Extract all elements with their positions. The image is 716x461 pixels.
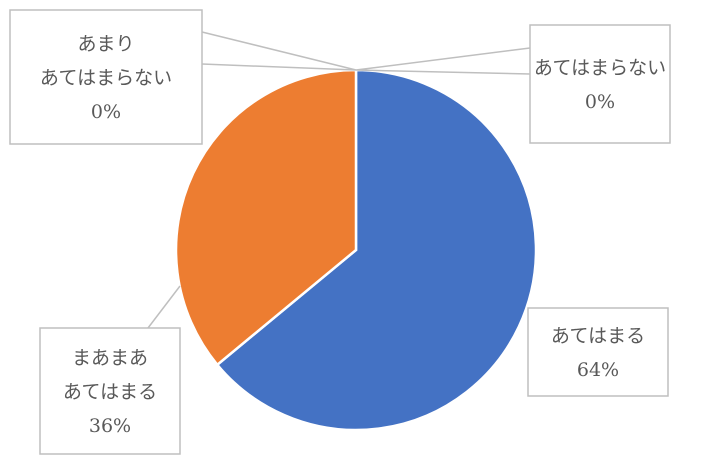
- data-label-category: あてはまらない: [40, 67, 172, 89]
- data-label-category: まあまあ: [72, 347, 148, 369]
- data-label-box: [9, 9, 203, 145]
- data-label-category: あてはまる: [63, 381, 157, 403]
- data-label-callouts: あてはまる64%まあまああてはまる36%あまりあてはまらない0%あてはまらない0…: [9, 9, 671, 455]
- data-label-box: [529, 24, 671, 144]
- data-label-box: [39, 327, 181, 455]
- data-label-value: 36%: [89, 415, 131, 437]
- data-label-box: [527, 307, 669, 397]
- data-label-category: あまり: [77, 33, 134, 55]
- data-label-1: あてはまる 64%: [527, 307, 669, 397]
- data-label-category: あてはまらない: [534, 57, 666, 79]
- data-label-4: あてはまらない 0%: [529, 24, 671, 144]
- leader-line-3: [201, 31, 357, 71]
- pie-slice-2: [174, 68, 358, 367]
- data-label-value: 0%: [585, 91, 615, 113]
- leader-line-4: [355, 47, 531, 75]
- leader-lines: [147, 31, 531, 329]
- leader-line-2: [147, 285, 181, 329]
- data-label-category: あてはまる: [551, 325, 645, 347]
- pie-slice-1: [215, 68, 538, 432]
- pie-slices: [174, 68, 538, 432]
- data-label-value: 0%: [91, 101, 121, 123]
- data-label-value: 64%: [577, 359, 619, 381]
